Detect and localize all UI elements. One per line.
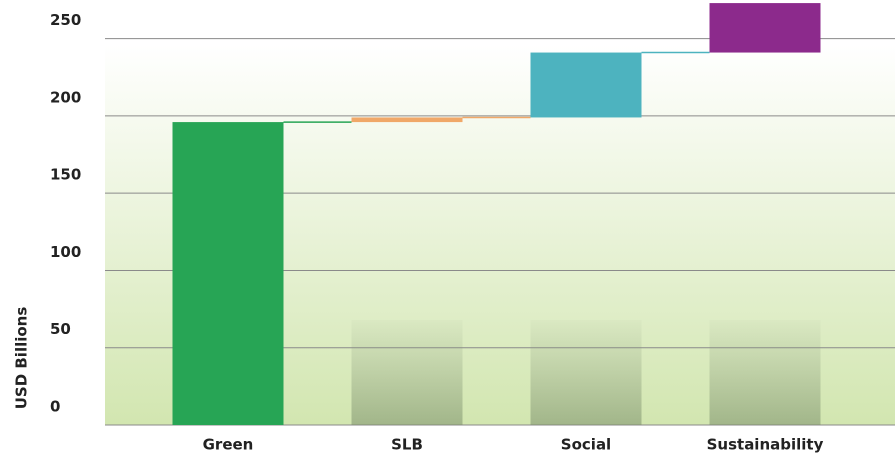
x-tick-label: Sustainability bbox=[707, 436, 824, 454]
bar bbox=[172, 122, 284, 425]
bar bbox=[530, 52, 642, 118]
bar-shadow bbox=[351, 320, 463, 425]
y-tick-label: 200 bbox=[50, 88, 81, 106]
x-tick-label: SLB bbox=[391, 436, 423, 454]
bar-shadow bbox=[709, 320, 821, 425]
bar bbox=[351, 117, 463, 123]
bar bbox=[709, 3, 821, 53]
y-tick-label: 50 bbox=[50, 320, 71, 338]
y-tick-label: 250 bbox=[50, 11, 81, 29]
y-axis-label: USD Billions bbox=[13, 307, 31, 410]
y-tick-label: 150 bbox=[50, 166, 81, 184]
x-tick-label: Social bbox=[561, 436, 611, 454]
y-tick-label: 100 bbox=[50, 243, 81, 261]
y-tick-label: 0 bbox=[50, 398, 60, 416]
x-tick-label: Green bbox=[203, 436, 254, 454]
bar-shadow bbox=[530, 320, 642, 425]
